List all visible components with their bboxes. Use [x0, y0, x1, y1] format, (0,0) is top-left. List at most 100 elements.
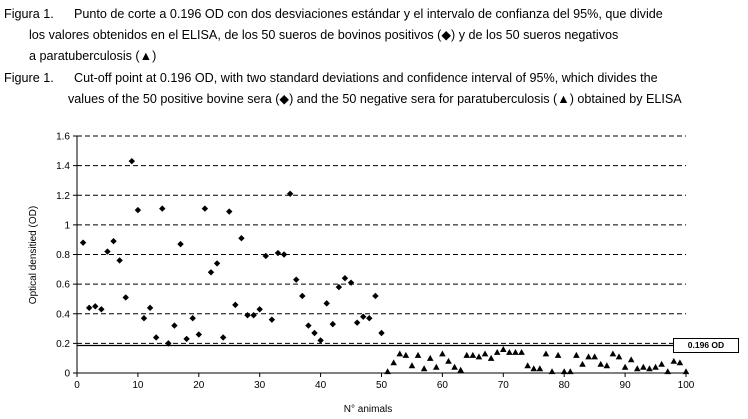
triangle-point [524, 362, 531, 369]
x-tick-label: 100 [678, 380, 695, 391]
triangle-point [621, 363, 629, 370]
caption-spanish-line: a paratuberculosis (▲) [29, 49, 157, 63]
x-tick-label: 70 [498, 380, 510, 391]
triangle-point [573, 351, 580, 358]
x-tick-label: 60 [437, 380, 449, 391]
x-tick-label: 0 [74, 380, 80, 391]
diamond-point [98, 306, 105, 313]
diamond-point [262, 252, 269, 260]
y-axis-label: Optical densitied (OD) [28, 206, 39, 304]
caption-english-label: Figure 1. [4, 71, 54, 85]
triangle-point [402, 351, 410, 358]
diamond-point [256, 306, 263, 313]
triangle-point [408, 362, 416, 369]
diamond-point [201, 205, 209, 212]
data-points [79, 157, 690, 375]
y-tick-label: 1.6 [56, 132, 70, 143]
triangle-point [439, 350, 446, 357]
diamond-point [85, 304, 93, 312]
diamond-point [250, 312, 257, 319]
triangle-point [640, 363, 647, 370]
triangle-point [579, 360, 586, 367]
diamond-point [329, 320, 336, 328]
diamond-point [110, 237, 117, 245]
caption-spanish-line: los valores obtenidos en el ELISA, de lo… [29, 28, 619, 42]
diamond-point [177, 240, 184, 248]
triangle-point [457, 366, 464, 373]
diamond-point [372, 292, 379, 300]
triangle-point [682, 368, 690, 375]
diamond-point [207, 269, 215, 276]
diamond-point [189, 314, 196, 322]
x-tick-label: 80 [559, 380, 571, 391]
diamond-point [226, 208, 233, 215]
x-tick-labels: 0 10 20 30 40 50 60 70 80 90 100 [74, 373, 695, 391]
diamond-point [134, 206, 142, 214]
diamond-point [213, 260, 221, 267]
y-tick-label: 0.2 [56, 339, 70, 350]
diamond-point [140, 314, 148, 322]
triangle-point [433, 363, 440, 370]
diamond-point [280, 251, 288, 258]
triangle-point [518, 348, 525, 355]
diamond-point [347, 279, 355, 286]
triangle-point [591, 353, 598, 360]
triangle-point [426, 354, 434, 361]
triangle-point [414, 351, 422, 358]
diamond-point [238, 235, 245, 242]
diamond-point [360, 313, 367, 320]
x-tick-label: 30 [254, 380, 266, 391]
triangle-point [603, 362, 611, 369]
triangle-point [676, 359, 684, 366]
diamond-point [128, 157, 136, 165]
diamond-point [232, 301, 239, 309]
triangle-point [548, 368, 556, 375]
grid-lines [77, 135, 686, 344]
triangle-point [646, 365, 653, 372]
diamond-point [244, 312, 251, 319]
triangle-point [506, 348, 513, 355]
diamond-point [299, 292, 306, 300]
y-tick-label: 1.4 [56, 161, 70, 172]
diamond-point [274, 249, 282, 257]
triangle-point [463, 351, 471, 358]
caption-spanish-label: Figura 1. [4, 7, 54, 21]
caption-spanish-line: Punto de corte a 0.196 OD con dos desvia… [74, 7, 663, 21]
caption-english-line: Cut-off point at 0.196 OD, with two stan… [74, 71, 658, 85]
triangle-point [500, 346, 507, 352]
x-tick-label: 90 [620, 380, 632, 391]
diamond-point [293, 276, 300, 283]
triangle-point [542, 350, 550, 357]
diamond-point [366, 314, 373, 322]
x-tick-label: 50 [376, 380, 388, 391]
triangle-point [396, 350, 404, 357]
diamond-point [335, 283, 343, 291]
triangle-point [512, 348, 519, 355]
triangle-point [658, 360, 665, 367]
x-tick-label: 20 [193, 380, 205, 391]
triangle-point [530, 365, 538, 372]
caption-spanish: Figura 1. Punto de corte a 0.196 OD con … [4, 4, 744, 68]
diamond-point [152, 334, 160, 341]
triangle-point [554, 351, 562, 358]
triangle-point [652, 363, 659, 370]
y-tick-labels: 0 0.2 0.4 0.6 0.8 1 1.2 1.4 1.6 [56, 132, 77, 380]
diamond-point [183, 335, 190, 343]
diamond-point [79, 239, 87, 246]
diamond-point [341, 275, 349, 282]
triangle-point [627, 356, 635, 363]
diamond-point [159, 205, 166, 212]
y-tick-label: 0 [64, 369, 70, 380]
diamond-point [311, 329, 318, 337]
triangle-point [585, 353, 592, 360]
x-tick-label: 40 [315, 380, 327, 391]
diamond-point [195, 331, 202, 338]
diamond-point [286, 190, 294, 197]
cutoff-label: 0.196 OD [673, 338, 739, 353]
diamond-point [305, 322, 312, 329]
triangle-point [420, 365, 428, 372]
diamond-point [219, 334, 227, 341]
triangle-point [615, 353, 623, 360]
triangle-point [390, 359, 397, 366]
diamond-point [323, 300, 330, 307]
